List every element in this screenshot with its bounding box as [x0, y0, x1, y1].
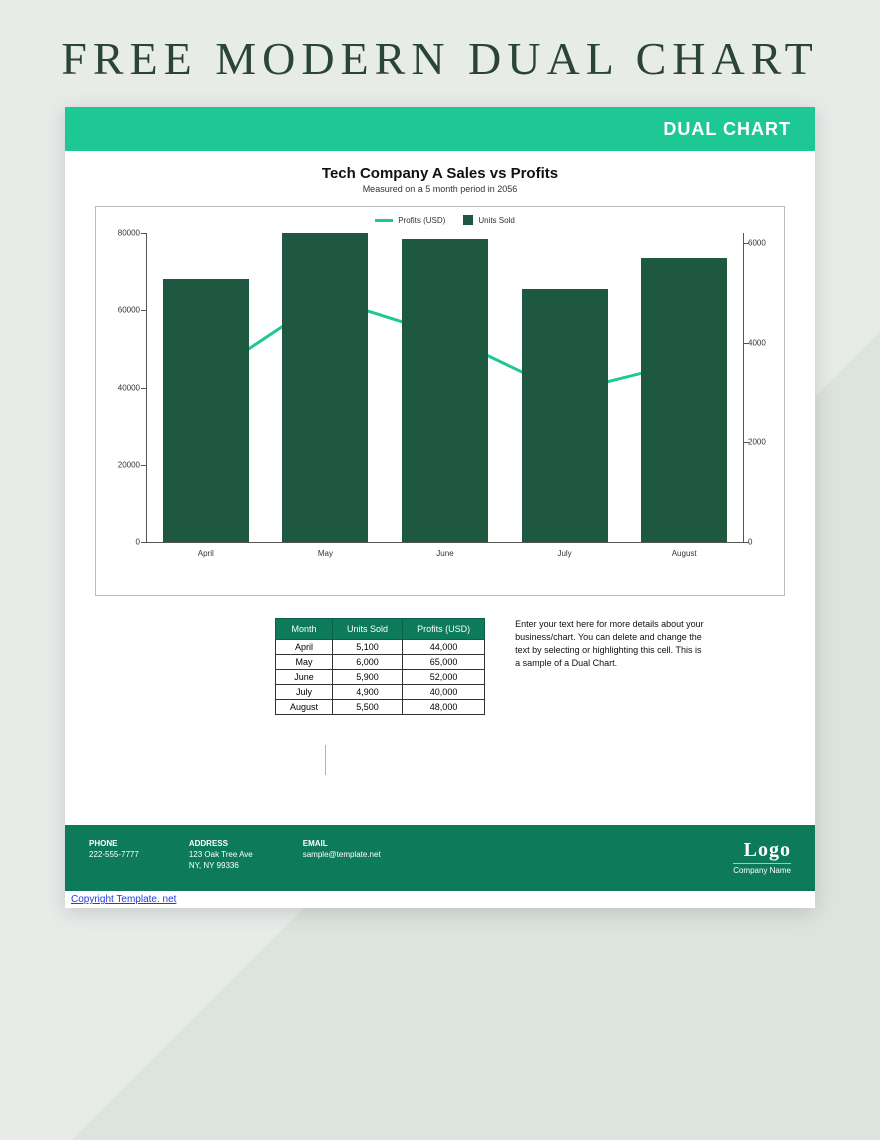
footer-phone: PHONE 222-555-7777	[89, 839, 139, 861]
legend-units-label: Units Sold	[478, 216, 514, 225]
table-cell: June	[276, 670, 333, 685]
x-label: May	[266, 549, 386, 558]
y1-tick-label: 0	[108, 538, 140, 547]
logo-text: Logo	[733, 839, 791, 864]
chart-legend: Profits (USD) Units Sold	[146, 215, 744, 225]
footer-email: EMAIL sample@template.net	[303, 839, 381, 861]
footer-address: ADDRESS 123 Oak Tree Ave NY, NY 99336	[189, 839, 253, 872]
table-cell: 5,100	[333, 640, 403, 655]
table-cell: August	[276, 700, 333, 715]
table-cell: 65,000	[403, 655, 485, 670]
footer-email-value: sample@template.net	[303, 850, 381, 861]
y2-tick-label: 6000	[748, 238, 774, 247]
bar-april	[163, 279, 249, 542]
x-label: August	[624, 549, 744, 558]
table-cell: 44,000	[403, 640, 485, 655]
table-header: Profits (USD)	[403, 619, 485, 640]
x-label: April	[146, 549, 266, 558]
header-badge: DUAL CHART	[663, 119, 791, 140]
table-cell: July	[276, 685, 333, 700]
chart-subtitle: Measured on a 5 month period in 2056	[95, 184, 785, 194]
bar-june	[402, 239, 488, 542]
footer-address-label: ADDRESS	[189, 839, 253, 848]
y1-tick-label: 40000	[108, 383, 140, 392]
table-cell: April	[276, 640, 333, 655]
legend-profits: Profits (USD)	[375, 215, 445, 225]
description-text: Enter your text here for more details ab…	[515, 618, 705, 715]
x-label: July	[505, 549, 625, 558]
y1-tick-label: 80000	[108, 229, 140, 238]
y2-tick-label: 2000	[748, 438, 774, 447]
x-axis-labels: AprilMayJuneJulyAugust	[146, 549, 744, 558]
table-row: August5,50048,000	[276, 700, 485, 715]
table-row: June5,90052,000	[276, 670, 485, 685]
table-row: April5,10044,000	[276, 640, 485, 655]
table-cell: 6,000	[333, 655, 403, 670]
y2-axis	[743, 233, 744, 542]
legend-profits-label: Profits (USD)	[398, 216, 445, 225]
y1-axis	[146, 233, 147, 542]
footer-phone-value: 222-555-7777	[89, 850, 139, 861]
table-cell: 4,900	[333, 685, 403, 700]
document-card: DUAL CHART Tech Company A Sales vs Profi…	[65, 107, 815, 908]
data-section: MonthUnits SoldProfits (USD)April5,10044…	[65, 596, 815, 735]
plot-area: 0200004000060000800000200040006000	[146, 233, 744, 543]
table-cell: 52,000	[403, 670, 485, 685]
table-cell: 5,900	[333, 670, 403, 685]
table-cell: 5,500	[333, 700, 403, 715]
footer-address-line1: 123 Oak Tree Ave	[189, 850, 253, 861]
bar-august	[641, 258, 727, 542]
footer-phone-label: PHONE	[89, 839, 139, 848]
table-cell: 40,000	[403, 685, 485, 700]
x-label: June	[385, 549, 505, 558]
table-row: May6,00065,000	[276, 655, 485, 670]
footer-address-line2: NY, NY 99336	[189, 861, 253, 872]
table-header: Month	[276, 619, 333, 640]
legend-line-icon	[375, 219, 393, 222]
document-header: DUAL CHART	[65, 107, 815, 151]
table-row: July4,90040,000	[276, 685, 485, 700]
table-header: Units Sold	[333, 619, 403, 640]
legend-units: Units Sold	[463, 215, 514, 225]
y1-tick-label: 60000	[108, 306, 140, 315]
table-cell: 48,000	[403, 700, 485, 715]
footer-logo-block: Logo Company Name	[733, 839, 791, 875]
bar-july	[522, 289, 608, 542]
y1-tick-label: 20000	[108, 460, 140, 469]
chart-container: Profits (USD) Units Sold 020000400006000…	[95, 206, 785, 596]
bar-may	[282, 233, 368, 542]
y2-tick-label: 0	[748, 538, 774, 547]
chart-section: Tech Company A Sales vs Profits Measured…	[65, 151, 815, 596]
company-name: Company Name	[733, 866, 791, 875]
chart-title: Tech Company A Sales vs Profits	[95, 165, 785, 182]
table-cell: May	[276, 655, 333, 670]
y2-tick-label: 4000	[748, 338, 774, 347]
footer: PHONE 222-555-7777 ADDRESS 123 Oak Tree …	[65, 825, 815, 891]
data-table: MonthUnits SoldProfits (USD)April5,10044…	[275, 618, 485, 715]
page-heading: FREE MODERN DUAL CHART	[0, 0, 880, 107]
spacer	[65, 735, 815, 825]
legend-box-icon	[463, 215, 473, 225]
copyright-link[interactable]: Copyright Template. net	[65, 891, 815, 908]
footer-email-label: EMAIL	[303, 839, 381, 848]
